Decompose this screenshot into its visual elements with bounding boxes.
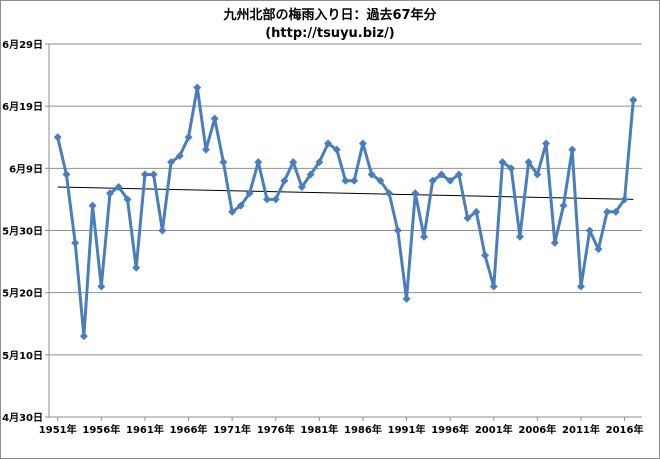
x-tick-label: 2001年 bbox=[475, 423, 513, 436]
data-point bbox=[175, 151, 184, 160]
chart-title: 九州北部の梅雨入り日：過去67年分 bbox=[222, 7, 436, 23]
x-tick-label: 2016年 bbox=[606, 423, 644, 436]
data-point bbox=[280, 176, 289, 185]
data-point bbox=[228, 207, 237, 216]
data-point bbox=[402, 294, 411, 303]
data-point bbox=[481, 251, 490, 260]
x-tick-label: 1991年 bbox=[388, 423, 426, 436]
x-tick-label: 1956年 bbox=[82, 423, 120, 436]
data-point bbox=[385, 189, 394, 198]
data-point bbox=[140, 170, 149, 179]
y-tick-label: 6月29日 bbox=[2, 39, 43, 51]
x-tick-label: 1966年 bbox=[170, 423, 208, 436]
data-point bbox=[576, 282, 585, 291]
x-tick-label: 1996年 bbox=[431, 423, 469, 436]
data-point bbox=[193, 83, 202, 92]
data-point bbox=[446, 176, 455, 185]
data-point bbox=[341, 176, 350, 185]
data-point bbox=[97, 282, 106, 291]
data-point bbox=[53, 133, 62, 142]
data-point bbox=[568, 145, 577, 154]
data-point bbox=[114, 182, 123, 191]
data-point bbox=[542, 139, 551, 148]
data-point bbox=[167, 158, 176, 167]
data-point bbox=[419, 232, 428, 241]
data-point bbox=[71, 238, 80, 247]
data-point bbox=[149, 170, 158, 179]
data-point bbox=[106, 189, 115, 198]
data-point bbox=[350, 176, 359, 185]
data-point bbox=[489, 282, 498, 291]
series-line bbox=[56, 86, 635, 338]
data-point bbox=[132, 263, 141, 272]
data-point bbox=[393, 226, 402, 235]
data-point bbox=[210, 114, 219, 123]
data-point bbox=[559, 201, 568, 210]
data-point bbox=[376, 176, 385, 185]
data-point bbox=[463, 214, 472, 223]
y-tick-label: 5月10日 bbox=[2, 350, 43, 362]
data-point bbox=[411, 189, 420, 198]
data-point bbox=[62, 170, 71, 179]
data-point bbox=[245, 189, 254, 198]
x-tick-label: 1971年 bbox=[213, 423, 251, 436]
data-point bbox=[201, 145, 210, 154]
data-point bbox=[254, 158, 263, 167]
data-point bbox=[629, 95, 638, 104]
data-point bbox=[315, 158, 324, 167]
data-point bbox=[472, 207, 481, 216]
x-tick-label: 1981年 bbox=[300, 423, 338, 436]
data-point bbox=[306, 170, 315, 179]
data-point bbox=[594, 245, 603, 254]
data-point bbox=[263, 195, 272, 204]
data-point bbox=[297, 182, 306, 191]
data-point bbox=[603, 207, 612, 216]
y-tick-label: 6月9日 bbox=[9, 163, 43, 175]
x-tick-label: 2006年 bbox=[518, 423, 556, 436]
data-point bbox=[428, 176, 437, 185]
data-point bbox=[620, 195, 629, 204]
x-tick-label: 1961年 bbox=[126, 423, 164, 436]
data-point bbox=[123, 195, 132, 204]
data-point bbox=[498, 158, 507, 167]
y-tick-label: 5月20日 bbox=[2, 288, 43, 300]
data-point bbox=[184, 133, 193, 142]
data-point bbox=[158, 226, 167, 235]
data-point bbox=[367, 170, 376, 179]
data-point bbox=[332, 145, 341, 154]
data-point bbox=[585, 226, 594, 235]
data-point bbox=[358, 139, 367, 148]
data-point bbox=[289, 158, 298, 167]
y-tick-label: 6月19日 bbox=[2, 101, 43, 113]
x-tick-label: 1986年 bbox=[344, 423, 382, 436]
y-tick-label: 5月30日 bbox=[2, 226, 43, 238]
data-point bbox=[236, 201, 245, 210]
data-point bbox=[507, 164, 516, 173]
trend-line bbox=[57, 186, 634, 200]
chart-subtitle: (http://tsuyu.biz/) bbox=[265, 26, 395, 41]
x-tick-label: 1951年 bbox=[39, 423, 77, 436]
data-point bbox=[88, 201, 97, 210]
data-point bbox=[533, 170, 542, 179]
x-tick-label: 1976年 bbox=[257, 423, 295, 436]
data-point bbox=[219, 158, 228, 167]
data-point bbox=[454, 170, 463, 179]
data-point bbox=[271, 195, 280, 204]
data-point bbox=[437, 170, 446, 179]
data-point bbox=[524, 158, 533, 167]
data-point bbox=[515, 232, 524, 241]
data-point bbox=[79, 332, 88, 341]
y-tick-label: 4月30日 bbox=[2, 412, 43, 424]
x-tick-label: 2011年 bbox=[562, 423, 600, 436]
data-point bbox=[324, 139, 333, 148]
data-point bbox=[611, 207, 620, 216]
data-point bbox=[550, 238, 559, 247]
